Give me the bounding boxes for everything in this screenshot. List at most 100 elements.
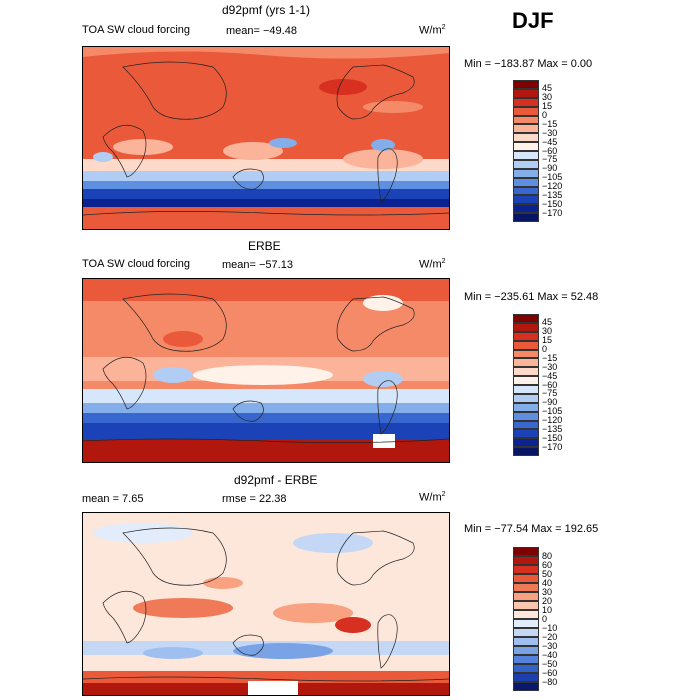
colorbar-cell xyxy=(513,547,539,556)
panel1-mean: mean= −49.48 xyxy=(226,25,297,37)
colorbar-tick-label: 50 xyxy=(542,568,553,579)
colorbar-cell xyxy=(513,376,539,385)
panel3-mean: mean = 7.65 xyxy=(82,493,144,505)
colorbar-cell xyxy=(513,97,539,107)
colorbar-tick-label: −15 xyxy=(542,118,558,129)
panel2-map xyxy=(82,278,450,463)
colorbar-tick-label: −80 xyxy=(542,676,558,687)
colorbar-tick-label: 20 xyxy=(542,595,553,606)
colorbar-tick-label: 45 xyxy=(542,317,553,328)
colorbar-cell xyxy=(513,628,539,637)
colorbar-cell xyxy=(513,447,539,456)
colorbar-cell xyxy=(513,177,539,187)
colorbar-cell xyxy=(513,682,539,691)
colorbar-tick-label: −170 xyxy=(542,207,563,218)
colorbar-cell xyxy=(513,331,539,341)
colorbar-cell xyxy=(513,420,539,430)
colorbar-cell xyxy=(513,115,539,125)
colorbar-cell xyxy=(513,168,539,178)
colorbar-cell xyxy=(513,565,539,574)
panel2-minmax: Min = −235.61 Max = 52.48 xyxy=(464,291,599,303)
panel3-map xyxy=(82,512,450,696)
colorbar-cell xyxy=(513,655,539,664)
colorbar-tick-label: 0 xyxy=(542,344,548,354)
panel3-units: W/m2 xyxy=(419,491,446,504)
colorbar-cell xyxy=(513,151,539,160)
colorbar-tick-label: −10 xyxy=(542,622,558,633)
panel1-title: d92pmf (yrs 1-1) xyxy=(222,3,311,17)
colorbar-tick-label: 80 xyxy=(542,550,553,561)
colorbar-cell xyxy=(513,385,539,394)
panel2-mean: mean= −57.13 xyxy=(222,259,293,271)
panel2-variable: TOA SW cloud forcing xyxy=(82,258,191,270)
colorbar-tick-label: −30 xyxy=(542,640,558,651)
colorbar-tick-label: −90 xyxy=(542,397,558,408)
colorbar-tick-label: −150 xyxy=(542,432,563,443)
colorbar-tick-label: −135 xyxy=(542,189,563,200)
colorbar-cell xyxy=(513,610,539,619)
colorbar-cell xyxy=(513,673,539,682)
colorbar-cell xyxy=(513,367,539,377)
colorbar-cell xyxy=(513,646,539,655)
colorbar-tick-label: 10 xyxy=(542,604,553,615)
colorbar-cell xyxy=(513,106,539,116)
colorbar-tick-label: −90 xyxy=(542,163,558,174)
colorbar-cell xyxy=(513,124,539,134)
colorbar-cell xyxy=(513,186,539,196)
colorbar-cell xyxy=(513,402,539,412)
panel3-title: d92pmf - ERBE xyxy=(234,473,318,487)
colorbar-tick-label: −30 xyxy=(542,127,558,138)
colorbar-tick-label: −40 xyxy=(542,649,558,660)
colorbar-tick-label: −105 xyxy=(542,172,563,183)
colorbar-tick-label: −120 xyxy=(542,415,563,425)
colorbar-cell xyxy=(513,88,539,98)
colorbar-cell xyxy=(513,411,539,421)
colorbar-cell xyxy=(513,637,539,646)
panel1-minmax: Min = −183.87 Max = 0.00 xyxy=(464,58,593,70)
colorbar-tick-label: −105 xyxy=(542,406,563,417)
panel1-map-field xyxy=(83,47,449,229)
colorbar-cell xyxy=(513,556,539,565)
colorbar-cell xyxy=(513,142,539,151)
colorbar-tick-label: 15 xyxy=(542,335,553,346)
panel3-colorbar: 80 60 50 40 30 20 10 0 −10 −20 −30 −40 −50 −60 −80 xyxy=(513,547,557,691)
colorbar-tick-label: −120 xyxy=(542,181,563,191)
panel1-colorbar: 45 30 15 0 −15 −30 −45 −60 −75 −90 −105 −120 −135 −15… xyxy=(513,80,562,222)
colorbar-cell xyxy=(513,133,539,143)
panel1-variable: TOA SW cloud forcing xyxy=(82,24,191,36)
colorbar-cell xyxy=(513,204,539,214)
colorbar-tick-label: −170 xyxy=(542,441,563,452)
colorbar-tick-label: 30 xyxy=(542,326,553,337)
colorbar-tick-label: −15 xyxy=(542,352,558,363)
colorbar-tick-label: 60 xyxy=(542,559,553,570)
colorbar-tick-label: −60 xyxy=(542,379,558,390)
colorbar-tick-label: −20 xyxy=(542,631,558,642)
colorbar-tick-label: −50 xyxy=(542,658,558,669)
colorbar-tick-label: 0 xyxy=(542,613,548,624)
colorbar-cell xyxy=(513,314,539,323)
colorbar-cell xyxy=(513,429,539,439)
panel2-colorbar: 45 30 15 0 −15 −30 −45 −60 −75 −90 −105 −120 −135 −15… xyxy=(513,314,562,456)
panel3-rmse: rmse = 22.38 xyxy=(222,493,287,505)
colorbar-tick-label: −60 xyxy=(542,667,558,678)
colorbar-tick-label: −45 xyxy=(542,136,558,147)
colorbar-cell xyxy=(513,358,539,368)
colorbar-cell xyxy=(513,80,539,89)
panel1-map xyxy=(82,46,450,230)
colorbar-tick-label: 15 xyxy=(542,101,553,112)
colorbar-cell xyxy=(513,195,539,205)
season-label: DJF xyxy=(512,8,554,33)
panel2-units: W/m2 xyxy=(419,258,446,271)
colorbar-tick-label: 30 xyxy=(542,92,553,103)
colorbar-cell xyxy=(513,619,539,628)
colorbar-cell xyxy=(513,583,539,592)
colorbar-tick-label: −75 xyxy=(542,388,558,399)
colorbar-cell xyxy=(513,322,539,332)
colorbar-cell xyxy=(513,664,539,673)
colorbar-cell xyxy=(513,438,539,448)
panel2-title: ERBE xyxy=(248,239,281,253)
colorbar-tick-label: −45 xyxy=(542,370,558,381)
colorbar-tick-label: −75 xyxy=(542,154,558,165)
colorbar-tick-label: −135 xyxy=(542,423,563,434)
colorbar-tick-label: 45 xyxy=(542,83,553,94)
